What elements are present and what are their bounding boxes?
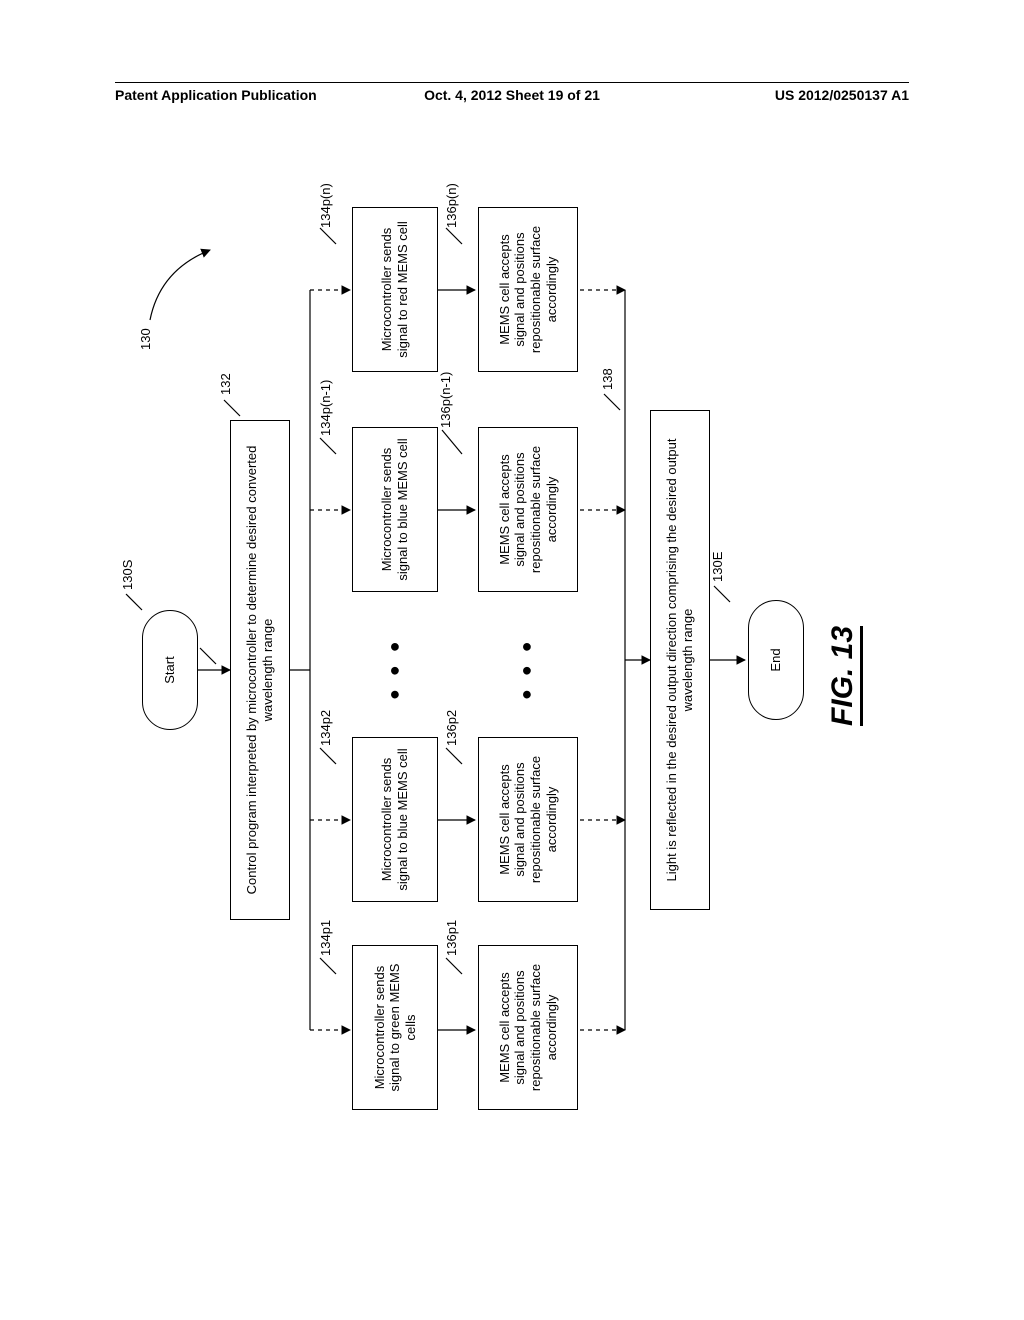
process-136p1-text: MEMS cell accepts signal and positions r…	[497, 954, 559, 1101]
page-header: Patent Application Publication Oct. 4, 2…	[115, 82, 909, 103]
process-132-text: Control program interpreted by microcont…	[244, 429, 275, 911]
figure-canvas: Start 130S 130 Control program interpret…	[120, 190, 880, 1150]
ref-136pn: 136p(n)	[444, 183, 459, 228]
process-138-text: Light is reflected in the desired output…	[664, 419, 695, 901]
ref-130E: 130E	[710, 552, 725, 582]
process-136pn1-text: MEMS cell accepts signal and positions r…	[497, 436, 559, 583]
flowchart: Start 130S 130 Control program interpret…	[120, 190, 880, 1150]
header-left: Patent Application Publication	[115, 87, 380, 103]
process-134p2: Microcontroller sends signal to blue MEM…	[352, 737, 438, 902]
terminal-end: End	[748, 600, 804, 720]
ref-134p2: 134p2	[318, 710, 333, 746]
process-134p1-text: Microcontroller sends signal to green ME…	[372, 954, 419, 1101]
ref-132: 132	[218, 373, 233, 395]
process-134pn1-text: Microcontroller sends signal to blue MEM…	[379, 436, 410, 583]
ref-134pn: 134p(n)	[318, 183, 333, 228]
process-134pn: Microcontroller sends signal to red MEMS…	[352, 207, 438, 372]
process-136p2-text: MEMS cell accepts signal and positions r…	[497, 746, 559, 893]
process-136pn: MEMS cell accepts signal and positions r…	[478, 207, 578, 372]
ref-134pn1: 134p(n-1)	[318, 380, 333, 436]
end-label: End	[768, 648, 784, 671]
process-134p1: Microcontroller sends signal to green ME…	[352, 945, 438, 1110]
process-136pn1: MEMS cell accepts signal and positions r…	[478, 427, 578, 592]
process-134pn-text: Microcontroller sends signal to red MEMS…	[379, 216, 410, 363]
header-right: US 2012/0250137 A1	[644, 87, 909, 103]
ellipsis-dots-bottom: ● ● ●	[516, 637, 537, 700]
process-132: Control program interpreted by microcont…	[230, 420, 290, 920]
ref-130S: 130S	[120, 560, 135, 590]
process-138: Light is reflected in the desired output…	[650, 410, 710, 910]
process-136pn-text: MEMS cell accepts signal and positions r…	[497, 216, 559, 363]
ref-136pn1: 136p(n-1)	[438, 372, 453, 428]
process-136p2: MEMS cell accepts signal and positions r…	[478, 737, 578, 902]
start-label: Start	[162, 656, 178, 683]
terminal-start: Start	[142, 610, 198, 730]
header-mid: Oct. 4, 2012 Sheet 19 of 21	[380, 87, 645, 103]
ref-130: 130	[138, 328, 153, 350]
figure-title: FIG. 13	[826, 626, 863, 726]
ellipsis-dots-top: ● ● ●	[384, 637, 405, 700]
process-136p1: MEMS cell accepts signal and positions r…	[478, 945, 578, 1110]
ref-134p1: 134p1	[318, 920, 333, 956]
ref-136p1: 136p1	[444, 920, 459, 956]
ref-138: 138	[600, 368, 615, 390]
process-134pn1: Microcontroller sends signal to blue MEM…	[352, 427, 438, 592]
ref-136p2: 136p2	[444, 710, 459, 746]
process-134p2-text: Microcontroller sends signal to blue MEM…	[379, 746, 410, 893]
